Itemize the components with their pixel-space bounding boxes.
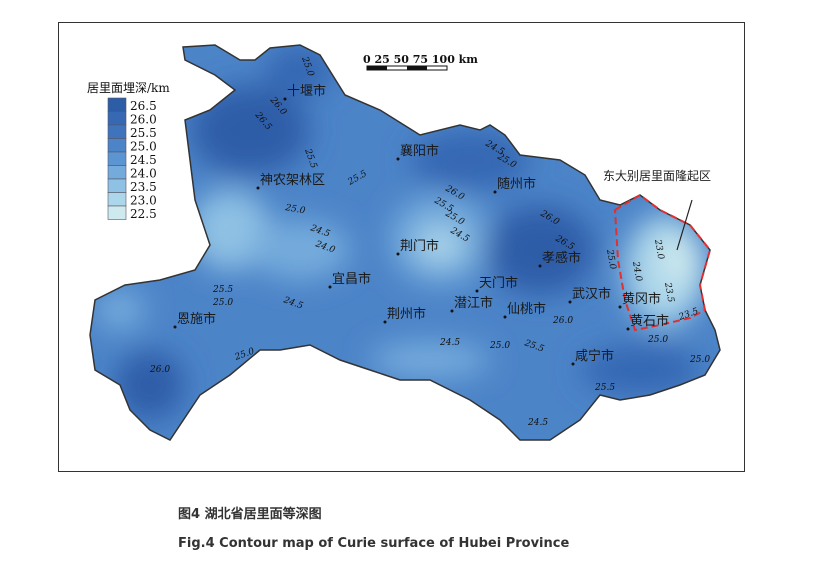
contour-label: 25.0 xyxy=(212,298,233,308)
contour-label: 24.5 xyxy=(439,338,460,348)
contour-label: 24.0 xyxy=(630,260,644,283)
scale-bar-label: 0 25 50 75 100 km xyxy=(363,53,478,66)
annotation-label: 东大别居里面隆起区 xyxy=(603,168,711,183)
legend-swatch xyxy=(107,192,127,207)
caption-english: Fig.4 Contour map of Curie surface of Hu… xyxy=(178,536,570,551)
city-label: 荆州市 xyxy=(387,306,426,322)
legend-swatch xyxy=(107,138,127,153)
legend-swatch xyxy=(107,97,127,112)
city-dot xyxy=(328,285,332,289)
legend-level: 26.0 xyxy=(130,113,157,127)
city-dot xyxy=(475,289,479,293)
city-label: 武汉市 xyxy=(572,286,611,302)
city-dot xyxy=(571,362,575,366)
city-label: 神农架林区 xyxy=(260,173,325,188)
city-dot xyxy=(568,300,572,304)
contour-label: 25.5 xyxy=(212,285,233,295)
legend-level: 24.0 xyxy=(130,167,157,181)
city-label: 孝感市 xyxy=(542,250,581,266)
contour-label: 26.0 xyxy=(552,316,573,326)
city-dot xyxy=(256,186,260,190)
city-label: 黄石市 xyxy=(630,313,669,329)
legend-level: 26.5 xyxy=(130,99,157,113)
legend-level: 23.0 xyxy=(130,194,157,208)
legend-swatch xyxy=(107,205,127,220)
contour-label: 23.5 xyxy=(662,281,676,304)
city-dot xyxy=(396,252,400,256)
city-dot xyxy=(283,97,287,101)
legend: 26.526.025.525.024.524.023.523.022.5 xyxy=(107,97,157,221)
contour-label: 25.0 xyxy=(489,341,510,351)
contour-label: 23.0 xyxy=(652,238,666,261)
city-dot xyxy=(538,264,542,268)
city-label: 襄阳市 xyxy=(400,143,439,159)
city-label: 恩施市 xyxy=(177,311,216,327)
annotation-leader xyxy=(676,199,693,251)
city-dot xyxy=(173,325,177,329)
contour-label: 26.0 xyxy=(149,365,170,375)
legend-level: 22.5 xyxy=(130,207,157,221)
legend-title: 居里面埋深/km xyxy=(87,81,170,95)
city-label: 潜江市 xyxy=(454,295,493,311)
city-label: 随州市 xyxy=(497,176,536,192)
legend-swatch xyxy=(107,124,127,139)
city-label: 仙桃市 xyxy=(507,301,546,317)
legend-level: 24.5 xyxy=(130,153,157,167)
city-dot xyxy=(396,157,400,161)
legend-swatch xyxy=(107,165,127,180)
caption-chinese: 图4 湖北省居里面等深图 xyxy=(178,507,322,522)
city-dot xyxy=(450,309,454,313)
contour-label: 25.0 xyxy=(647,335,668,345)
contour-label: 25.0 xyxy=(283,203,306,217)
contour-label: 24.5 xyxy=(527,418,548,428)
scale-bar xyxy=(366,65,448,71)
city-label: 宜昌市 xyxy=(332,271,371,287)
city-dot xyxy=(493,190,497,194)
legend-swatch xyxy=(107,178,127,193)
city-label: 十堰市 xyxy=(287,83,326,99)
map-frame xyxy=(58,22,745,472)
city-dot xyxy=(503,315,507,319)
city-dot xyxy=(383,320,387,324)
legend-level: 25.5 xyxy=(130,126,157,140)
city-label: 天门市 xyxy=(479,275,518,291)
city-label: 荆门市 xyxy=(400,238,439,254)
legend-swatch xyxy=(107,111,127,126)
city-dot xyxy=(618,305,622,309)
legend-swatch xyxy=(107,151,127,166)
contour-label: 25.0 xyxy=(689,355,710,365)
city-label: 黄冈市 xyxy=(622,291,661,307)
legend-level: 25.0 xyxy=(130,140,157,154)
city-dot xyxy=(626,327,630,331)
contour-label: 25.0 xyxy=(604,248,618,271)
city-label: 咸宁市 xyxy=(575,348,614,364)
legend-level: 23.5 xyxy=(130,180,157,194)
dabie-uplift-boundary xyxy=(613,193,712,332)
contour-label: 25.5 xyxy=(594,383,615,393)
